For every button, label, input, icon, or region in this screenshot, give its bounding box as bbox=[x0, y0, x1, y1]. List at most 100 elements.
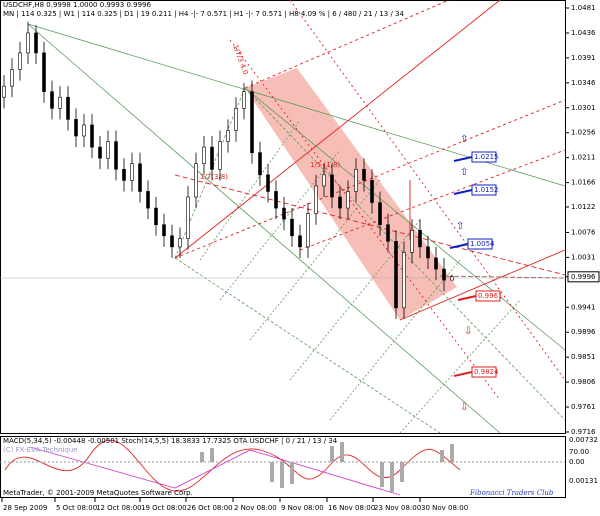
candle-body bbox=[186, 196, 190, 239]
target-arrow: ⇧ bbox=[456, 221, 464, 232]
fib-line bbox=[219, 149, 341, 301]
candle-body bbox=[98, 146, 102, 159]
price-label: 1.0166 bbox=[571, 179, 596, 187]
candle-body bbox=[146, 191, 150, 209]
annotation: 1/5 (1/8) bbox=[310, 161, 340, 169]
candle-body bbox=[242, 91, 246, 109]
candle-body bbox=[170, 235, 174, 248]
target-stroke bbox=[449, 243, 469, 249]
price-label: 1.0436 bbox=[571, 29, 596, 37]
candle-body bbox=[314, 185, 318, 214]
macd-histogram bbox=[200, 442, 454, 492]
candle-body bbox=[258, 152, 262, 176]
channel-line bbox=[244, 0, 451, 89]
candle-body bbox=[42, 52, 46, 92]
time-label: 26 Oct 08:00 bbox=[187, 504, 233, 512]
target-stroke bbox=[453, 156, 473, 162]
candle-body bbox=[114, 141, 118, 170]
candle-body bbox=[410, 229, 414, 253]
candle-body bbox=[338, 196, 342, 209]
indicator-scale: 0.00 bbox=[569, 458, 585, 466]
macd-line bbox=[29, 446, 401, 496]
candle-body bbox=[226, 130, 230, 142]
current-price-box bbox=[567, 271, 600, 283]
price-label: 0.9761 bbox=[571, 403, 596, 411]
price-label: 0.9896 bbox=[571, 328, 596, 336]
time-label: 5 Oct 08:00 bbox=[56, 504, 97, 512]
candle-body bbox=[330, 174, 334, 198]
candle-body bbox=[82, 124, 86, 137]
channel-line bbox=[174, 0, 501, 259]
trend-line bbox=[244, 87, 566, 351]
target-box bbox=[471, 366, 497, 378]
target-stroke bbox=[453, 189, 473, 195]
candle-body bbox=[162, 224, 166, 237]
price-label: 0.9851 bbox=[571, 353, 596, 361]
candle-body bbox=[426, 246, 430, 259]
candle-body bbox=[442, 268, 446, 281]
target-arrow: ⇧ bbox=[460, 134, 468, 145]
target-stroke bbox=[453, 371, 473, 377]
candle-body bbox=[402, 252, 406, 309]
candle-body bbox=[354, 168, 358, 192]
channel-line bbox=[299, 149, 566, 251]
candle-body bbox=[290, 218, 294, 237]
target-label: 1.0215 bbox=[474, 153, 499, 161]
indicator-subtitle: (C) FX-EVA Technique bbox=[3, 446, 78, 454]
price-label: 1.0346 bbox=[571, 79, 596, 87]
candle-body bbox=[130, 163, 134, 181]
candle-body bbox=[450, 276, 454, 281]
target-box bbox=[471, 151, 497, 163]
candle-body bbox=[298, 235, 302, 248]
candle-body bbox=[18, 52, 22, 70]
time-label: 19 Oct 08:00 bbox=[141, 504, 187, 512]
candle-body bbox=[378, 202, 382, 226]
price-label: 1.0481 bbox=[571, 4, 596, 12]
price-label: 1.0301 bbox=[571, 104, 596, 112]
candle-body bbox=[346, 191, 350, 209]
target-box bbox=[471, 184, 497, 196]
header-line: USDCHF,H8 0.9998 1.0000 0.9993 0.9996 bbox=[3, 1, 151, 9]
target-arrow: ⇧ bbox=[460, 167, 468, 178]
channel-line bbox=[289, 0, 566, 381]
header-line: MN | 114 0.325 | W1 | 114 0.325 | D1 | 1… bbox=[3, 10, 405, 18]
time-label: 2 Nov 08:00 bbox=[234, 504, 277, 512]
candle-body bbox=[194, 163, 198, 198]
price-label: 1.0391 bbox=[571, 54, 596, 62]
price-label: 0.9806 bbox=[571, 378, 596, 386]
time-label: 30 Nov 08:00 bbox=[421, 504, 468, 512]
candle-body bbox=[178, 238, 182, 248]
trend-line bbox=[27, 23, 501, 434]
target-box bbox=[467, 238, 493, 250]
candle-body bbox=[138, 163, 142, 192]
indicator-scale: 0.00732 bbox=[569, 436, 598, 444]
price-label: 0.9716 bbox=[571, 428, 596, 436]
indicator-scale: 0.00131 bbox=[569, 477, 598, 485]
indicator-drawing bbox=[0, 439, 565, 496]
candle-body bbox=[362, 168, 366, 181]
candle-body bbox=[122, 168, 126, 181]
target-label: 0.9961 bbox=[478, 292, 503, 300]
main-panel bbox=[0, 0, 566, 434]
time-label: 28 Sep 2009 bbox=[3, 504, 47, 512]
candle-body bbox=[202, 146, 206, 165]
candle-body bbox=[66, 96, 70, 120]
channel-line bbox=[229, 39, 501, 401]
channel-line bbox=[174, 99, 566, 259]
candle-body bbox=[154, 207, 158, 226]
candle-body bbox=[370, 180, 374, 203]
candle-body bbox=[250, 91, 254, 153]
time-label: 9 Nov 08:00 bbox=[281, 504, 324, 512]
time-label: 16 Nov 08:00 bbox=[328, 504, 375, 512]
club-name: Fibonacci Traders Club bbox=[469, 489, 554, 497]
price-label: 1.0076 bbox=[571, 228, 596, 236]
channel-line bbox=[399, 249, 566, 321]
candle-body bbox=[106, 141, 110, 159]
candle-body bbox=[50, 91, 54, 109]
target-stroke bbox=[457, 295, 477, 301]
price-label: 1.0031 bbox=[571, 253, 596, 261]
annotation: 1/7(3/8) bbox=[200, 173, 228, 181]
candle-body bbox=[90, 124, 94, 148]
time-label: 23 Nov 08:00 bbox=[374, 504, 421, 512]
